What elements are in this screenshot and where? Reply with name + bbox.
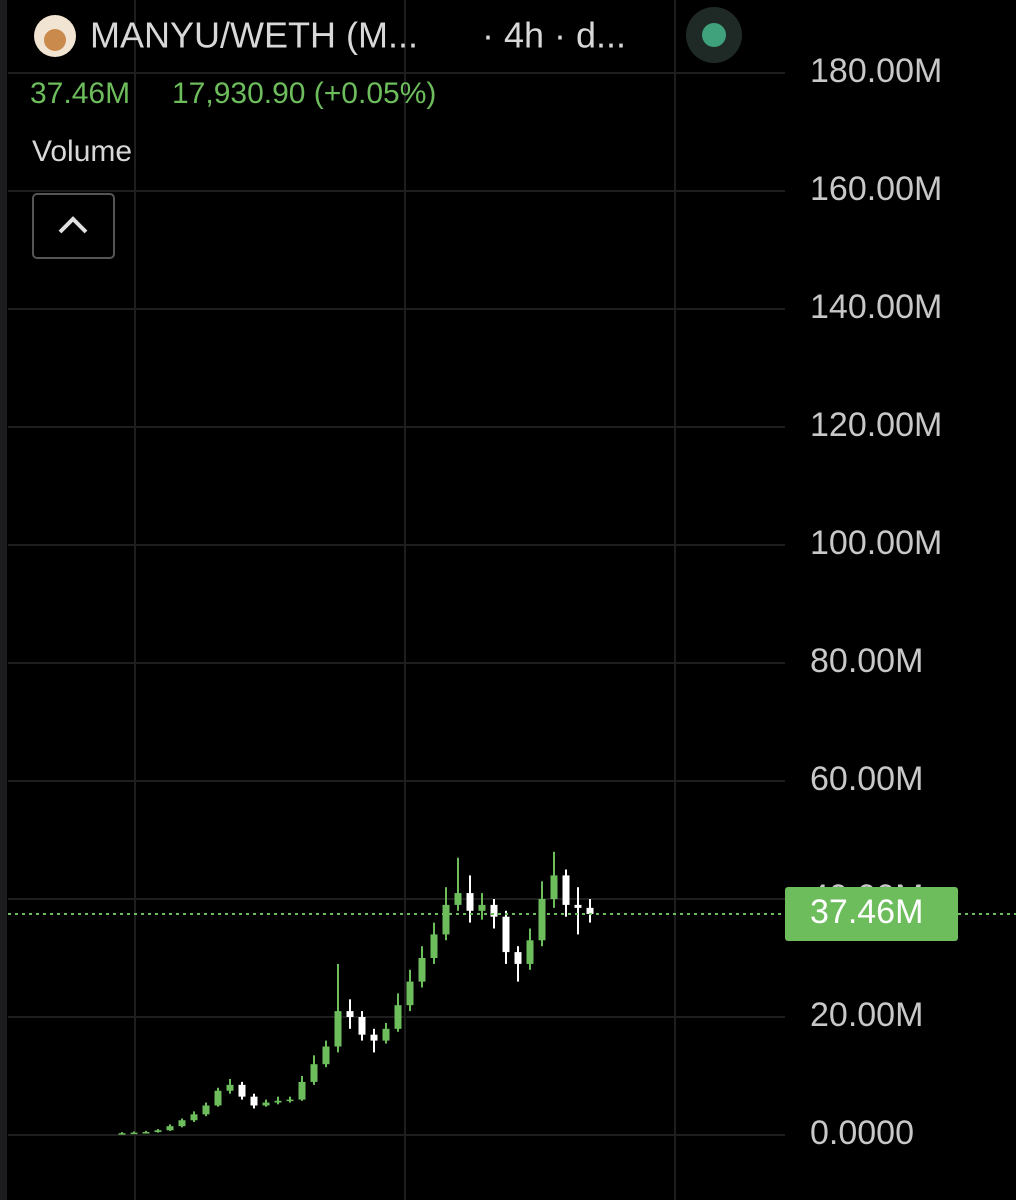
candle-body: [274, 1100, 282, 1103]
y-tick-label: 80.00M: [810, 642, 923, 680]
candle-body: [154, 1130, 162, 1133]
candle-body: [166, 1126, 174, 1131]
y-tick-label: 160.00M: [810, 170, 942, 208]
candle-body: [454, 893, 462, 905]
candle-body: [382, 1028, 390, 1041]
candle-body: [310, 1064, 318, 1082]
candle-body: [526, 940, 534, 964]
candle-body: [262, 1102, 270, 1106]
plot: 0.000020.00M40.00M60.00M80.00M100.00M120…: [8, 52, 1016, 1152]
candle-body: [502, 916, 510, 953]
candle-body: [202, 1105, 210, 1115]
candle-body: [346, 1011, 354, 1017]
y-tick-label: 100.00M: [810, 524, 942, 562]
token-icon-face: [44, 29, 66, 51]
candle-body: [250, 1096, 258, 1106]
candle-body: [214, 1090, 222, 1106]
candle-body: [226, 1084, 234, 1091]
candle-body: [430, 934, 438, 958]
last-price-label: 37.46M: [810, 893, 923, 931]
candle-body: [358, 1017, 366, 1035]
candle-body: [142, 1132, 150, 1134]
candle-body: [286, 1099, 294, 1102]
candle-body: [178, 1120, 186, 1127]
candle-body: [370, 1034, 378, 1041]
candle-body: [322, 1046, 330, 1065]
candle-body: [490, 904, 498, 917]
candle-body: [298, 1081, 306, 1100]
candle-body: [406, 981, 414, 1006]
candle-body: [514, 952, 522, 964]
candle-body: [466, 893, 474, 911]
candle-body: [394, 1005, 402, 1029]
candle-body: [574, 904, 582, 908]
candle-body: [586, 907, 594, 914]
chart-subtitle: · 4h · d...: [482, 15, 626, 56]
collapse-button[interactable]: [32, 193, 115, 259]
candle-body: [334, 1011, 342, 1047]
header-change: 17,930.90 (+0.05%): [172, 77, 436, 110]
candle-body: [562, 875, 570, 905]
candle-body: [238, 1084, 246, 1097]
candle-body: [550, 875, 558, 899]
header-value: 37.46M: [30, 77, 130, 110]
collapse-button-box[interactable]: [32, 193, 115, 259]
chevron-up[interactable]: [58, 216, 88, 234]
candle-body: [478, 904, 486, 911]
left-edge: [0, 0, 7, 1200]
candle-body: [442, 904, 450, 935]
y-tick-label: 60.00M: [810, 760, 923, 798]
candle-body: [190, 1114, 198, 1121]
y-tick-label: 0.0000: [810, 1114, 914, 1152]
last-price-box: [785, 886, 958, 941]
candle-body: [418, 958, 426, 982]
candle-body: [118, 1133, 126, 1135]
candle-body: [130, 1132, 138, 1135]
y-tick-label: 120.00M: [810, 406, 942, 444]
grid: [134, 0, 676, 1200]
candle-body: [538, 899, 546, 941]
y-tick-label: 180.00M: [810, 52, 942, 90]
y-tick-label: 20.00M: [810, 996, 923, 1034]
status-dot: [702, 23, 726, 47]
indicator-label: Volume: [32, 135, 132, 168]
chart-title: MANYU/WETH (M...: [90, 15, 418, 56]
y-tick-label: 140.00M: [810, 288, 942, 326]
